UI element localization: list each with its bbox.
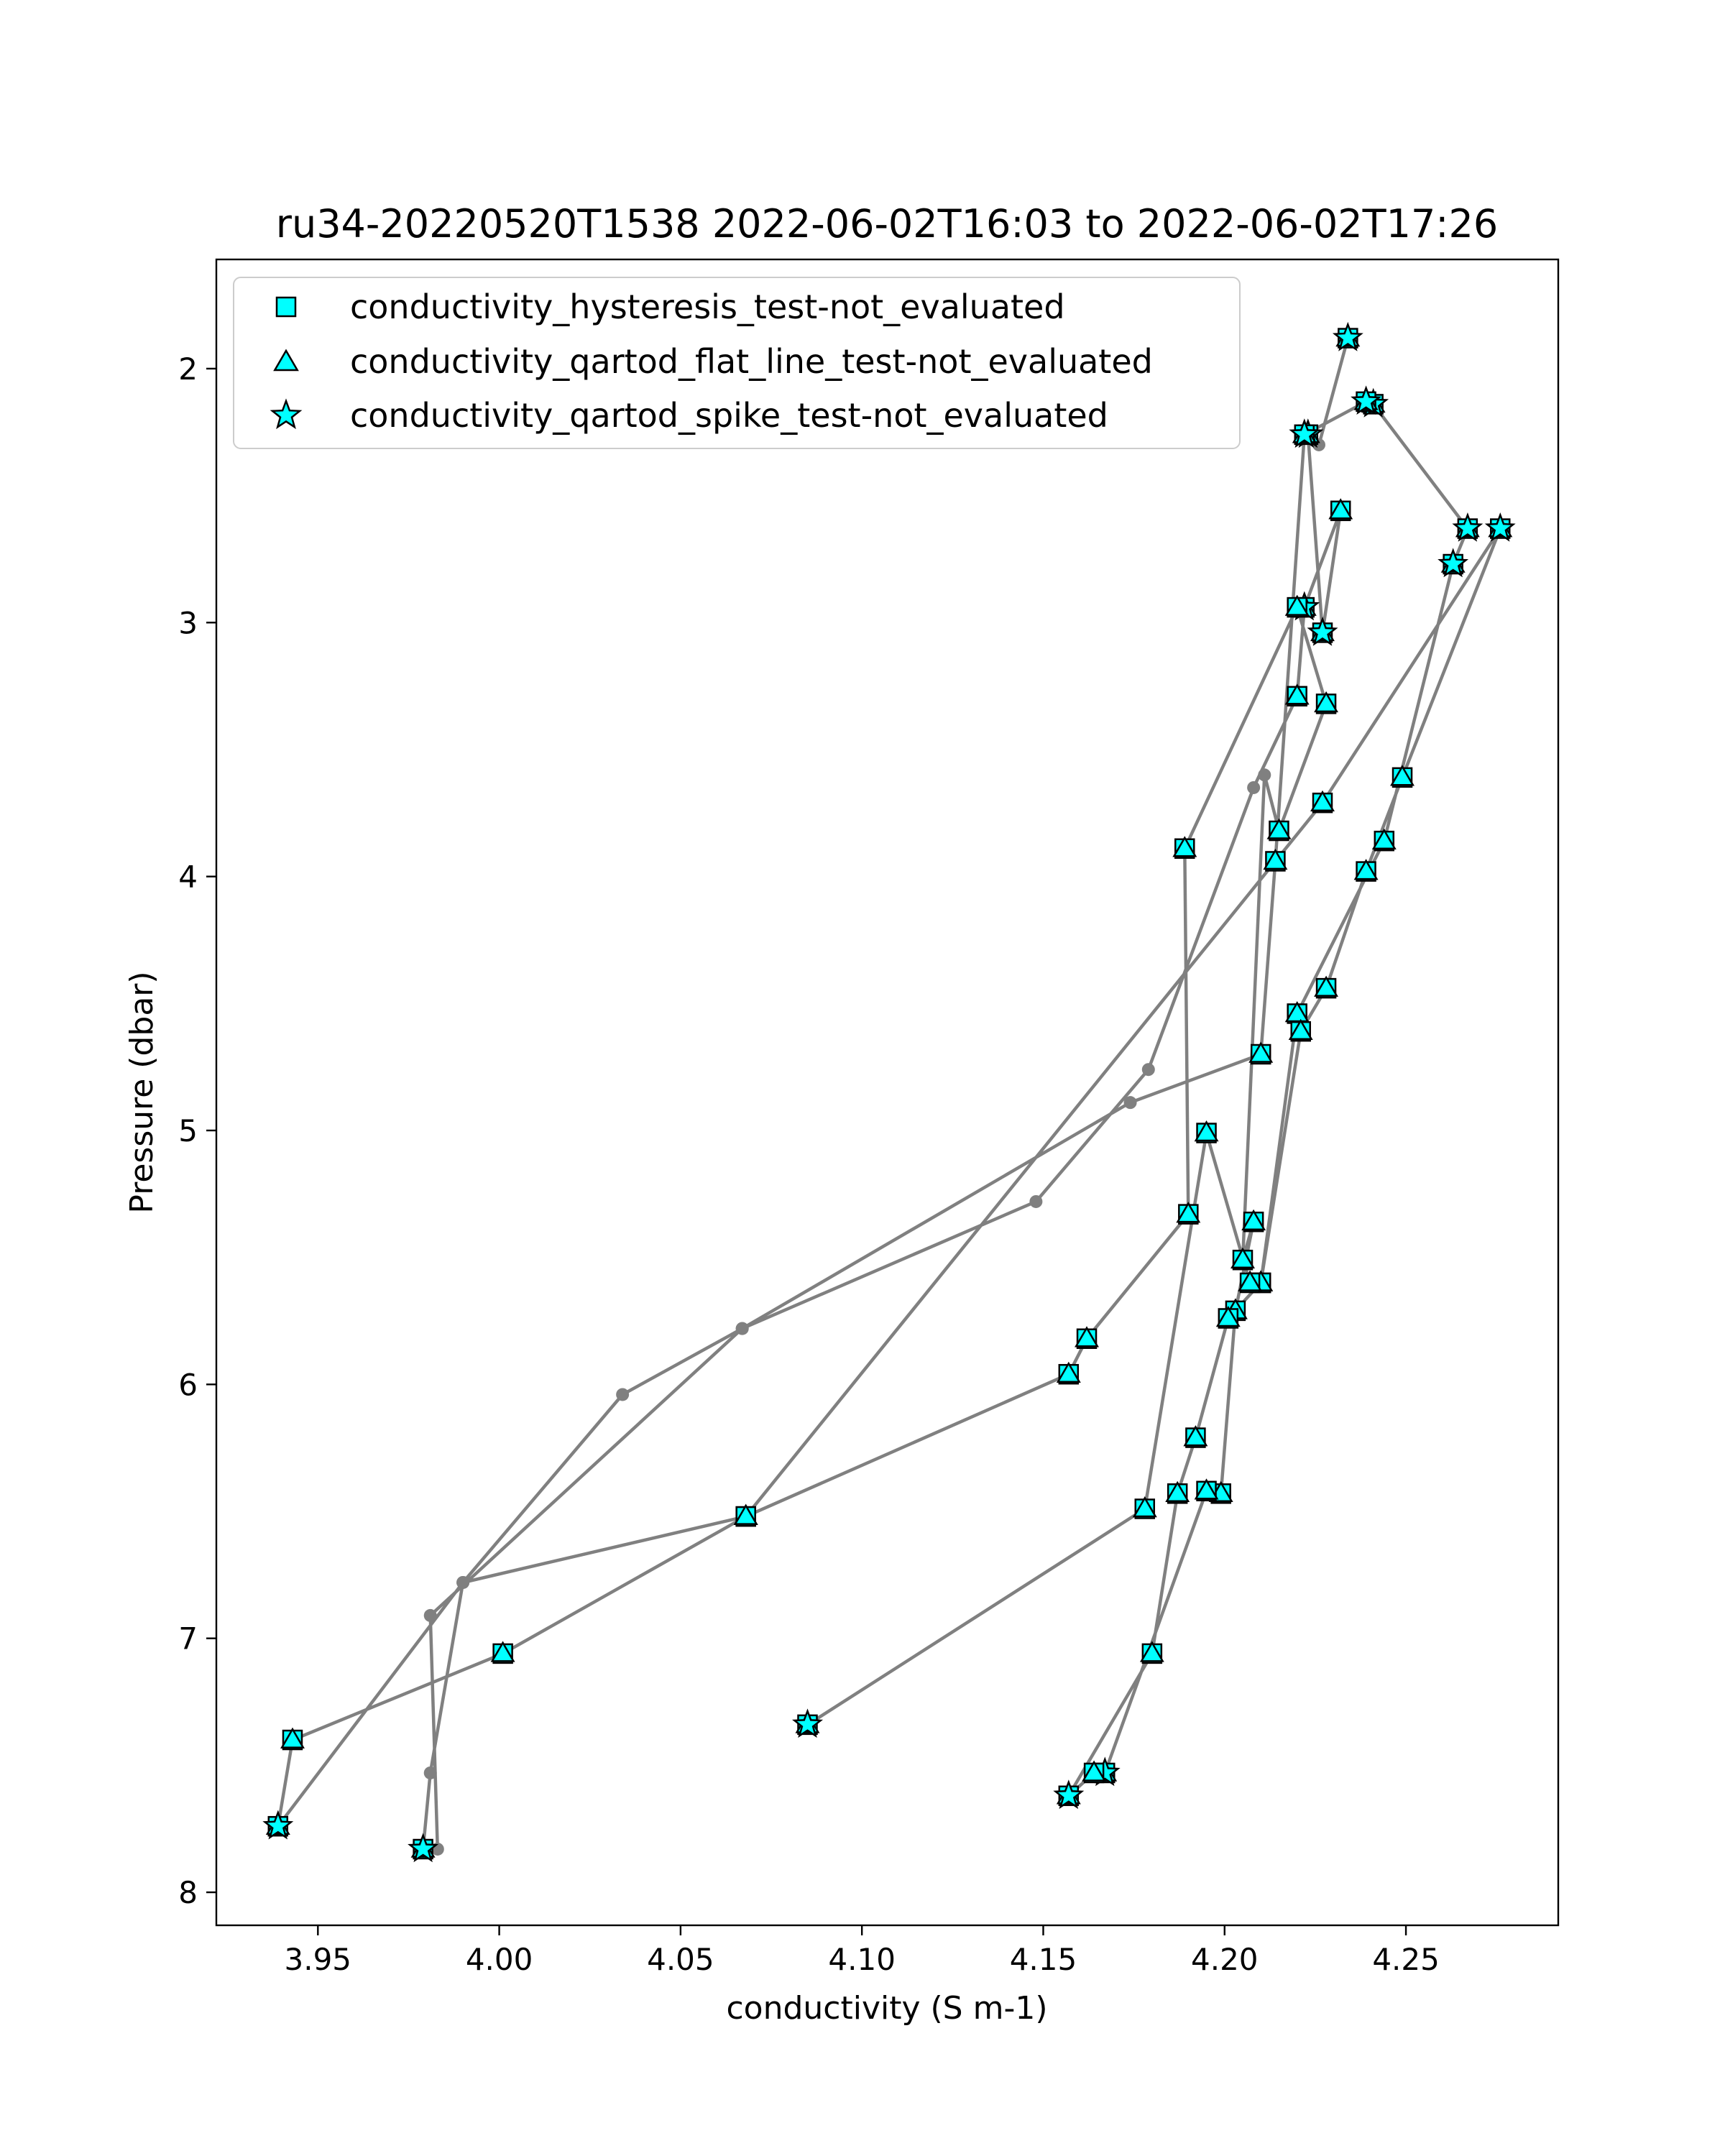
flat-line-marker xyxy=(1390,765,1414,786)
flat-line-marker xyxy=(1172,836,1197,857)
flat-line-marker xyxy=(1263,848,1288,870)
trace-point xyxy=(1247,780,1261,794)
flat-line-marker xyxy=(1284,594,1310,616)
legend-star-marker xyxy=(270,398,303,430)
x-tick-label: 4.15 xyxy=(1010,1942,1077,1977)
trace-point xyxy=(735,1322,749,1335)
flat-line-marker xyxy=(1241,1209,1266,1230)
x-tick-label: 4.05 xyxy=(647,1942,714,1977)
flat-line-marker xyxy=(1248,1041,1274,1063)
trace-point xyxy=(1123,1096,1137,1110)
spike-marker xyxy=(1452,512,1484,542)
trace-point xyxy=(616,1388,630,1401)
legend-triangle-marker xyxy=(273,349,299,372)
trace-line xyxy=(276,337,1502,1851)
flat-line-marker xyxy=(1328,498,1353,520)
data-trace xyxy=(276,337,1502,1851)
y-tick-label: 4 xyxy=(178,860,198,895)
flat-line-marker xyxy=(1139,1641,1164,1662)
y-tick-label: 3 xyxy=(178,605,198,640)
spike-marker xyxy=(262,1810,294,1840)
legend-square-marker xyxy=(275,296,297,318)
trace-point xyxy=(456,1575,470,1589)
trace-point xyxy=(1258,768,1271,782)
y-tick-label: 7 xyxy=(178,1621,198,1657)
x-tick-label: 4.20 xyxy=(1191,1942,1259,1977)
flat-line-marker xyxy=(280,1727,305,1749)
x-axis-label: conductivity (S m-1) xyxy=(726,1990,1047,2027)
legend-entry-label: conductivity_qartod_spike_test-not_evalu… xyxy=(350,396,1108,435)
spike-marker xyxy=(1289,418,1320,448)
flat-line-marker xyxy=(1165,1480,1190,1503)
spike-marker xyxy=(408,1833,439,1863)
y-tick-label: 5 xyxy=(178,1113,198,1148)
flat-line-marker xyxy=(1215,1306,1241,1327)
legend: conductivity_hysteresis_test-not_evaluat… xyxy=(233,277,1241,449)
flat-line-marker xyxy=(490,1641,515,1662)
flat-line-marker xyxy=(1238,1270,1263,1291)
flat-line-marker xyxy=(1310,790,1335,811)
y-tick-label: 6 xyxy=(178,1367,198,1402)
x-tick-label: 4.25 xyxy=(1372,1942,1440,1977)
flat-line-marker xyxy=(1353,859,1379,880)
flat-line-marker xyxy=(1194,1120,1219,1142)
chart-title: ru34-20220520T1538 2022-06-02T16:03 to 2… xyxy=(276,201,1498,247)
flat-line-marker xyxy=(1056,1361,1081,1383)
plot-area xyxy=(262,321,1516,1863)
data-markers xyxy=(262,321,1516,1863)
spike-marker xyxy=(1332,321,1363,351)
x-tick-label: 4.10 xyxy=(828,1942,896,1977)
flat-line-marker xyxy=(1230,1247,1255,1268)
spike-marker xyxy=(1053,1779,1085,1810)
x-tick-label: 3.95 xyxy=(285,1942,352,1977)
trace-point xyxy=(423,1608,437,1622)
trace-point xyxy=(1141,1063,1155,1077)
spike-marker xyxy=(1484,512,1516,542)
flat-line-marker xyxy=(1075,1326,1099,1348)
spike-marker xyxy=(1438,548,1469,578)
flat-line-marker xyxy=(1176,1202,1201,1223)
legend-entry-label: conductivity_qartod_flat_line_test-not_e… xyxy=(350,342,1153,381)
spike-marker xyxy=(791,1708,824,1738)
flat-line-marker xyxy=(1314,975,1338,997)
flat-line-marker xyxy=(1194,1478,1219,1500)
spike-marker xyxy=(1351,385,1381,415)
flat-line-marker xyxy=(1314,691,1338,713)
y-axis-label: Pressure (dbar) xyxy=(124,971,160,1213)
y-tick-label: 2 xyxy=(178,351,198,387)
flat-line-marker xyxy=(1266,818,1292,839)
flat-line-marker xyxy=(1371,828,1397,849)
flat-line-marker xyxy=(1288,1018,1313,1040)
axes-frame xyxy=(215,258,1560,1927)
y-tick-label: 8 xyxy=(178,1875,198,1910)
flat-line-marker xyxy=(1183,1425,1208,1447)
flat-line-marker xyxy=(1284,683,1310,705)
spike-marker xyxy=(1307,616,1338,646)
trace-point xyxy=(423,1766,437,1779)
flat-line-marker xyxy=(1132,1496,1157,1518)
trace-point xyxy=(1029,1194,1043,1208)
flat-line-marker xyxy=(1082,1760,1107,1782)
legend-entry-label: conductivity_hysteresis_test-not_evaluat… xyxy=(350,287,1065,326)
legend-box xyxy=(233,277,1241,449)
x-axis: 3.95 4.00 4.05 4.10 4.15 4.20 4.25 xyxy=(285,1925,1440,1977)
y-axis: 2 3 4 5 6 7 8 xyxy=(178,351,216,1910)
flat-line-marker xyxy=(733,1503,758,1525)
x-tick-label: 4.00 xyxy=(466,1942,533,1977)
